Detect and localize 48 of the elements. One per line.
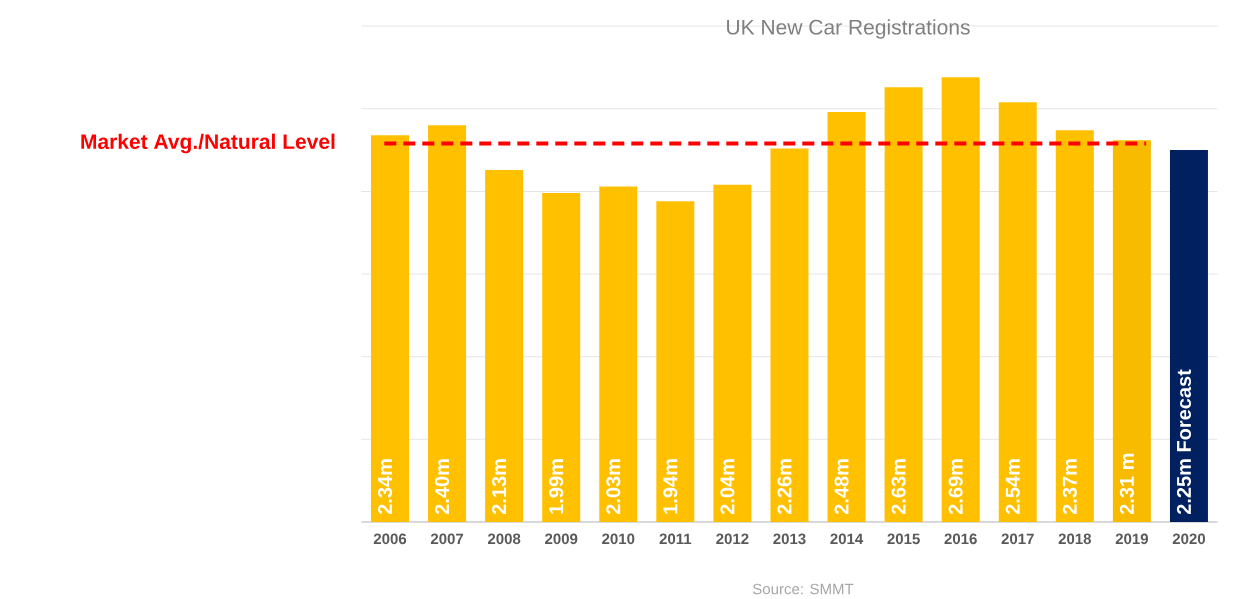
data-label: 2.48m <box>834 459 849 515</box>
bar <box>1112 140 1151 522</box>
data-label: 2.34m <box>377 459 393 515</box>
data-label: 2.03m <box>606 459 621 515</box>
data-label: 2.63m <box>891 459 906 515</box>
bar <box>599 186 638 522</box>
bar <box>713 184 752 522</box>
data-label: 2.26m <box>777 459 792 515</box>
x-tick-label: 2008 <box>487 533 521 545</box>
bar <box>770 148 809 522</box>
x-tick-label: 2013 <box>773 533 806 545</box>
bar <box>884 87 923 522</box>
x-tick-label: 2016 <box>944 533 977 545</box>
data-label: 2.69m <box>948 459 963 515</box>
data-label: 2.04m <box>720 459 735 515</box>
chart-title: UK New Car Registrations <box>727 19 970 39</box>
x-tick-label: 2020 <box>1172 533 1205 545</box>
x-tick-label: 2014 <box>830 533 864 545</box>
bar <box>656 201 695 522</box>
data-label: 2.40m <box>435 459 450 515</box>
data-label: 2.25m Forecast <box>1176 369 1192 515</box>
bar <box>485 169 524 522</box>
x-tick-label: 2015 <box>887 533 920 545</box>
bar <box>428 125 467 522</box>
bar <box>542 193 581 522</box>
ref-line-label: Market Avg./Natural Level <box>81 133 335 154</box>
source-note: Source: SMMT <box>752 583 854 595</box>
bar <box>1055 130 1094 522</box>
bar <box>998 102 1037 522</box>
x-tick-label: 2018 <box>1058 533 1092 545</box>
bar <box>371 135 409 522</box>
data-label: 2.37m <box>1062 459 1077 515</box>
data-label: 2.13m <box>492 459 507 515</box>
bar <box>827 112 866 522</box>
x-tick-label: 2012 <box>716 533 749 545</box>
data-label: 1.99m <box>549 459 564 514</box>
x-tick-label: 2019 <box>1115 533 1148 545</box>
bar <box>1169 150 1208 522</box>
x-tick-label: 2009 <box>545 533 578 545</box>
data-label: 2.31 m <box>1119 453 1134 515</box>
data-label: 1.94m <box>663 459 678 514</box>
data-label: 2.54m <box>1005 459 1020 515</box>
x-tick-label: 2006 <box>373 533 407 545</box>
x-tick-label: 2010 <box>602 533 635 545</box>
x-tick-label: 2017 <box>1001 533 1034 545</box>
x-tick-label: 2007 <box>430 533 464 545</box>
bar <box>941 77 980 522</box>
x-tick-label: 2011 <box>659 533 692 545</box>
